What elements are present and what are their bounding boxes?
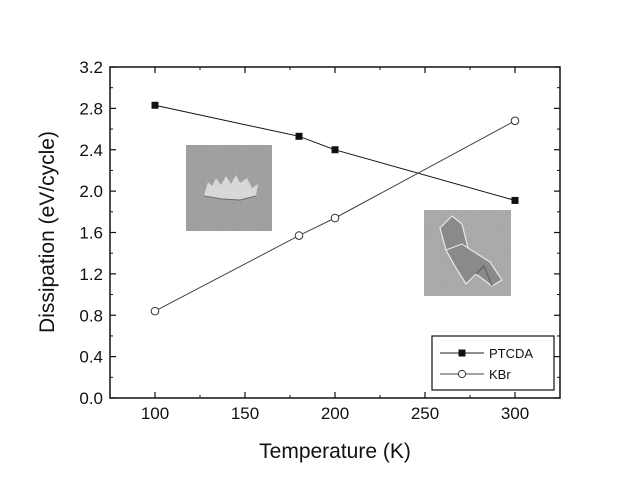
data-point-kbr [294,231,304,240]
legend-label-kbr: KBr [489,367,511,382]
series-line-kbr [154,120,516,312]
y-tick-label: 2.8 [79,99,103,118]
legend-label-ptcda: PTCDA [489,346,533,361]
series-layer [150,101,520,316]
y-axis-title: Dissipation (eV/cycle) [36,131,59,333]
x-tick-label: 200 [321,404,349,423]
y-tick-label: 1.2 [79,265,103,284]
data-point-kbr [330,213,340,223]
kbr-crystal-image [424,210,511,296]
legend-marker-ptcda [458,349,466,357]
x-tick-label: 300 [501,404,529,423]
y-tick-label: 1.6 [79,224,103,243]
x-tick-label: 250 [411,404,439,423]
x-tick-label: 100 [141,404,169,423]
data-point-ptcda [331,146,339,154]
y-tick-label: 0.8 [79,306,103,325]
x-tick-label: 150 [231,404,259,423]
legend-marker-kbr [457,369,467,379]
series-line-ptcda [154,104,516,201]
data-point-kbr [510,116,520,126]
axis-ticks [109,66,561,399]
y-tick-label: 0.4 [79,348,103,367]
data-point-ptcda [295,132,303,140]
data-point-ptcda [511,196,519,204]
legend: PTCDA KBr [431,335,555,391]
data-point-kbr [150,306,160,316]
ptcda-island-image [186,145,272,231]
y-tick-label: 2.4 [79,141,103,160]
y-tick-label: 0.0 [79,389,103,408]
x-axis-title: Temperature (K) [259,440,411,463]
data-point-ptcda [151,101,159,109]
legend-box [431,335,555,391]
y-tick-label: 2.0 [79,182,103,201]
y-tick-label: 3.2 [79,58,103,77]
axis-tick-labels: 100 150 200 250 300 0.0 0.4 0.8 1.2 1.6 2.0 2.4 2.8 3… [79,58,529,423]
